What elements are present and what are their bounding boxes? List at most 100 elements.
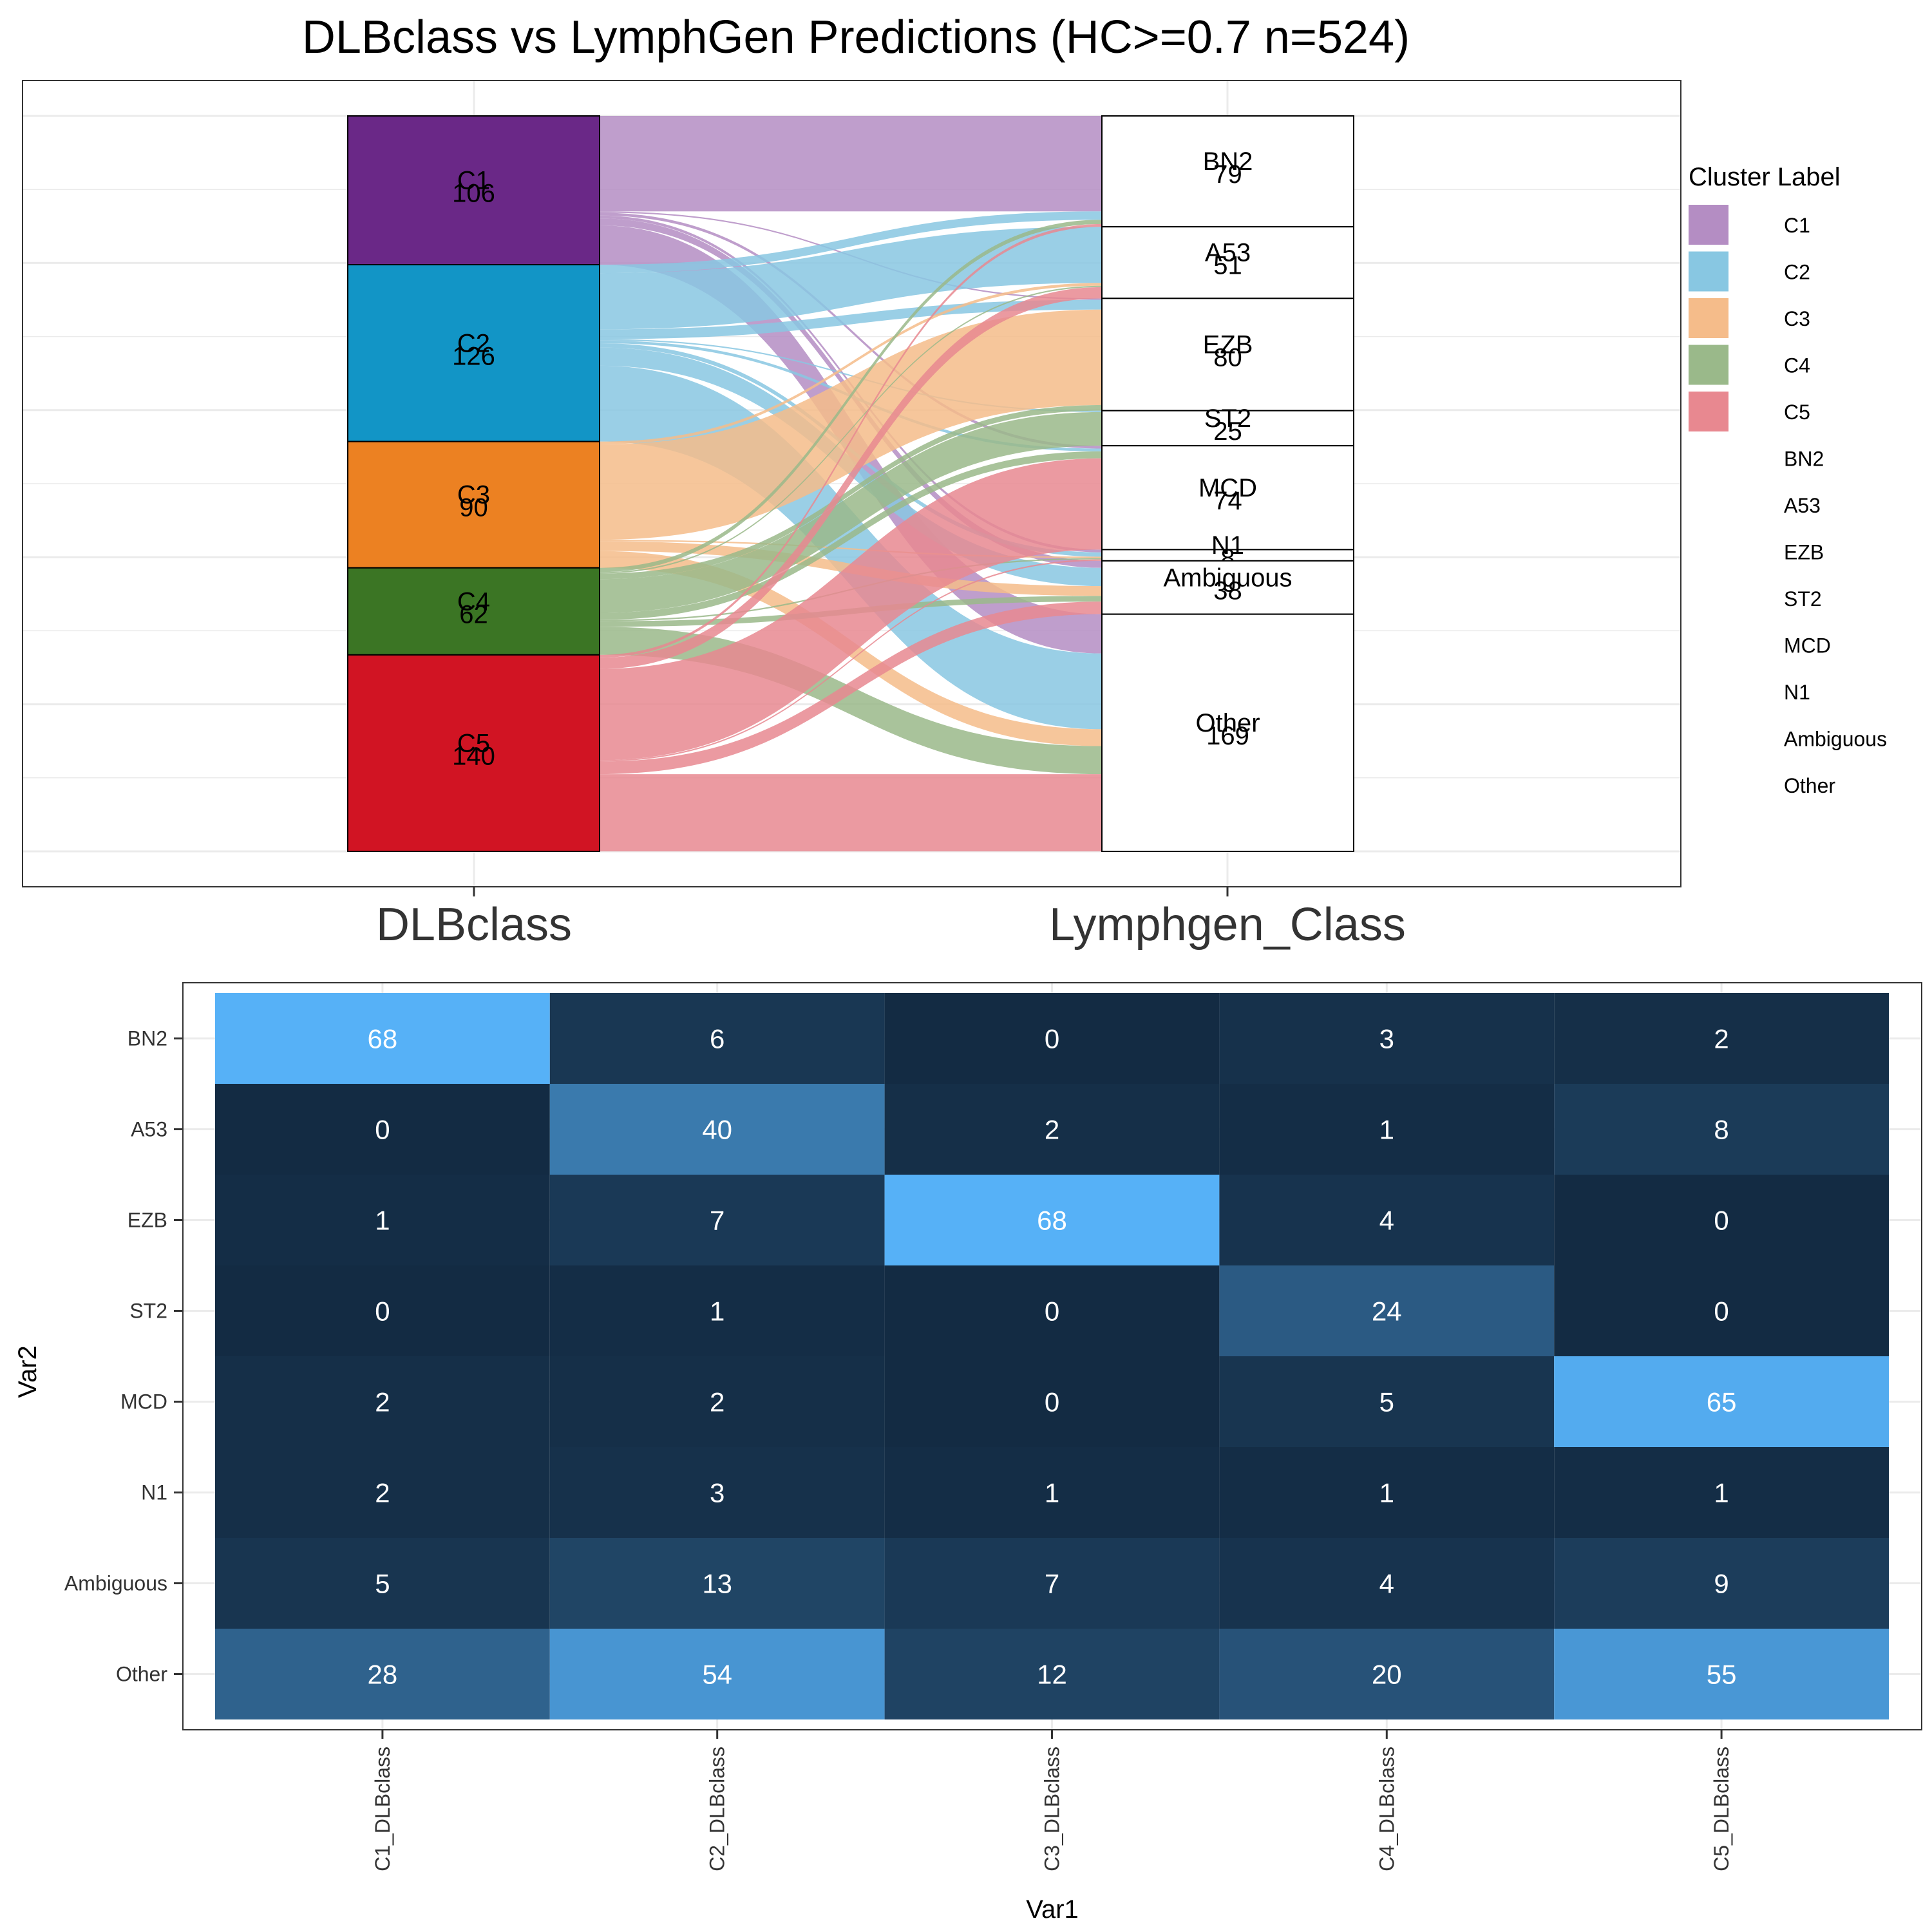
heatmap-cell-value: 0 [375, 1296, 390, 1327]
heatmap-cell-value: 12 [1037, 1660, 1067, 1690]
heatmap-cell-value: 4 [1379, 1569, 1394, 1599]
legend-item-label: C3 [1784, 307, 1810, 330]
heatmap-cell-value: 5 [1379, 1387, 1394, 1417]
heatmap-cell [1554, 1265, 1889, 1356]
heatmap-cell [884, 993, 1220, 1084]
flow-C4-BN2 [600, 220, 1102, 573]
flow-C1-BN2 [600, 116, 1102, 212]
heatmap-cell-value: 2 [1045, 1115, 1059, 1145]
flow-C3-EZB [600, 309, 1102, 540]
heatmap-cell [549, 1265, 885, 1356]
stratum-count: 51 [1213, 252, 1242, 280]
stratum-count: 140 [452, 742, 495, 770]
heatmap-cell [215, 1356, 550, 1447]
heatmap-cell [884, 1447, 1220, 1538]
heatmap-cell [549, 1629, 885, 1719]
heatmap-cell-value: 1 [1714, 1478, 1728, 1508]
heatmap-y-tick-label: N1 [141, 1481, 167, 1504]
heatmap-x-tick-label: C4_DLBclass [1375, 1747, 1398, 1871]
stratum-C3 [347, 440, 600, 569]
stratum-label: A53 [1205, 239, 1251, 267]
heatmap-cell-value: 7 [710, 1206, 724, 1236]
heatmap-cell-value: 8 [1714, 1115, 1728, 1145]
heatmap-x-tick-label: C1_DLBclass [371, 1747, 394, 1871]
heatmap-cell [1219, 1175, 1555, 1265]
heatmap-cell [1219, 1629, 1555, 1719]
heatmap-cell-value: 0 [1045, 1296, 1059, 1327]
stratum-label: EZB [1203, 330, 1253, 359]
flow-C3-N1 [600, 540, 1102, 558]
heatmap-cell-value: 3 [1379, 1024, 1394, 1054]
legend-item-label: Ambiguous [1784, 728, 1887, 751]
stratum-Ambiguous [1101, 560, 1354, 615]
heatmap-cell [549, 1175, 885, 1265]
heatmap-cell [549, 993, 885, 1084]
heatmap-cell-value: 68 [1037, 1206, 1067, 1236]
heatmap-cell-value: 2 [375, 1387, 390, 1417]
alluvial-panel-border [22, 80, 1681, 887]
heatmap-cell-value: 6 [710, 1024, 724, 1054]
stratum-C5 [347, 654, 600, 852]
stratum-count: 80 [1213, 343, 1242, 372]
heatmap-cell [549, 1356, 885, 1447]
stratum-count: 169 [1206, 722, 1249, 750]
heatmap-cell [884, 1084, 1220, 1175]
stratum-count: 62 [459, 600, 488, 629]
heatmap-cell [1554, 1629, 1889, 1719]
flow-C5-BN2 [600, 223, 1102, 658]
stratum-Other [1101, 613, 1354, 853]
stratum-label: C2 [457, 329, 490, 357]
heatmap-cell-value: 68 [368, 1024, 398, 1054]
flow-C5-MCD [600, 458, 1102, 761]
stratum-label: C3 [457, 481, 490, 509]
heatmap-cell-value: 3 [710, 1478, 724, 1508]
heatmap-cell [215, 1629, 550, 1719]
heatmap-cell-value: 0 [375, 1115, 390, 1145]
stratum-label: Ambiguous [1163, 564, 1292, 592]
heatmap-cell [1554, 1356, 1889, 1447]
heatmap-cell [884, 1175, 1220, 1265]
right-strata: BN279A5351EZB80ST225MCD74N18Ambiguous38O… [1101, 115, 1354, 853]
heatmap-cell-value: 1 [1045, 1478, 1059, 1508]
heatmap-y-tick-label: Ambiguous [64, 1572, 167, 1595]
legend-item-label: BN2 [1784, 448, 1824, 471]
heatmap-cell [1554, 1447, 1889, 1538]
stratum-label: BN2 [1203, 147, 1253, 176]
heatmap-cell [884, 1265, 1220, 1356]
heatmap-cell-value: 24 [1372, 1296, 1402, 1327]
heatmap-cell-value: 0 [1714, 1206, 1728, 1236]
heatmap-x-tick-label: C3_DLBclass [1041, 1747, 1064, 1871]
heatmap-cell [215, 1175, 550, 1265]
legend-item-label: A53 [1784, 494, 1821, 517]
heatmap-cell-value: 0 [1714, 1296, 1728, 1327]
stratum-label: Other [1195, 709, 1260, 737]
heatmap-cell-value: 55 [1707, 1660, 1737, 1690]
legend-item-label: N1 [1784, 681, 1810, 704]
heatmap-y-tick-label: MCD [120, 1390, 167, 1414]
heatmap-y-tick-label: A53 [131, 1118, 167, 1141]
stratum-count: 106 [452, 180, 495, 208]
stratum-C4 [347, 567, 600, 656]
stratum-count: 38 [1213, 576, 1242, 605]
heatmap-cells: 68 6 0 3 20 40 2 1 81 7 68 4 00 1 0 24 02 2 0 5 652 3 1 1 15 13 7 4… [215, 993, 1889, 1719]
legend-key-C3 [1689, 298, 1728, 338]
heatmap-cell-value: 1 [1379, 1115, 1394, 1145]
stratum-C1 [347, 115, 600, 266]
heatmap-cell-value: 20 [1372, 1660, 1402, 1690]
flow-C5-Ambiguous [600, 601, 1102, 775]
heatmap-x-ticks: C1_DLBclass C2_DLBclass C3_DLBclass C4_DLBc… [371, 1730, 1733, 1871]
heatmap-cell-value: 1 [710, 1296, 724, 1327]
legend-item-label: EZB [1784, 541, 1824, 564]
heatmap-cell [549, 1084, 885, 1175]
legend-item-label: C4 [1784, 354, 1810, 377]
alluvial-x-axis: DLBclass Lymphgen_Class [376, 887, 1406, 951]
flow-C3-A53 [600, 283, 1102, 444]
legend-item-label: ST2 [1784, 587, 1822, 611]
chart-title: DLBclass vs LymphGen Predictions (HC>=0.… [302, 12, 1410, 63]
stratum-label: C1 [457, 167, 490, 195]
flow-C2-ST2 [600, 339, 1102, 412]
flow-C4-EZB [600, 404, 1102, 580]
flow-C2-A53 [600, 227, 1102, 330]
heatmap-cell [215, 1084, 550, 1175]
